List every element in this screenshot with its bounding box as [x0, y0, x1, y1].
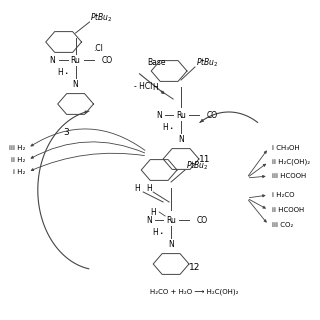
Text: 11: 11 — [199, 155, 211, 164]
Text: •: • — [159, 230, 163, 236]
Text: 3: 3 — [64, 127, 69, 137]
Text: H: H — [162, 123, 168, 132]
Text: - HCl: - HCl — [134, 82, 153, 91]
Text: CO: CO — [197, 215, 208, 225]
Text: H₂CO + H₂O ⟶ H₂C(OH)₂: H₂CO + H₂O ⟶ H₂C(OH)₂ — [150, 289, 238, 295]
Text: i H₂: i H₂ — [13, 169, 26, 175]
Text: Ru: Ru — [176, 110, 186, 119]
Text: H: H — [152, 83, 158, 92]
Text: ii H₂C(OH)₂: ii H₂C(OH)₂ — [272, 159, 310, 165]
Text: iii HCOOH: iii HCOOH — [272, 173, 306, 179]
Text: PtBu$_2$: PtBu$_2$ — [90, 12, 113, 24]
Text: Ru: Ru — [166, 215, 176, 225]
Text: ii H₂: ii H₂ — [12, 157, 26, 163]
Text: •: • — [64, 70, 67, 76]
Text: H: H — [146, 183, 152, 193]
Text: .Cl: .Cl — [93, 44, 103, 52]
Text: H: H — [57, 68, 62, 76]
Text: N: N — [168, 239, 174, 249]
Text: H: H — [150, 207, 156, 217]
Text: •: • — [169, 125, 173, 131]
Text: iii H₂: iii H₂ — [10, 145, 26, 151]
Text: N: N — [156, 110, 162, 119]
Text: N: N — [178, 134, 184, 143]
Text: N: N — [49, 55, 55, 65]
Text: H: H — [134, 183, 140, 193]
Text: 12: 12 — [189, 263, 201, 273]
Text: i H₂CO: i H₂CO — [272, 192, 294, 198]
Text: PtBu$_2$: PtBu$_2$ — [196, 57, 218, 69]
Text: Ru: Ru — [71, 55, 81, 65]
Text: ii HCOOH: ii HCOOH — [272, 207, 304, 213]
Text: PtBu$_2$: PtBu$_2$ — [186, 160, 208, 172]
Text: CO: CO — [101, 55, 113, 65]
Text: N: N — [73, 79, 78, 89]
Text: N: N — [146, 215, 152, 225]
Text: CO: CO — [207, 110, 218, 119]
Text: i CH₃OH: i CH₃OH — [272, 145, 299, 151]
Text: iii CO₂: iii CO₂ — [272, 222, 293, 228]
Text: Base: Base — [147, 58, 166, 67]
Text: H: H — [152, 228, 158, 236]
